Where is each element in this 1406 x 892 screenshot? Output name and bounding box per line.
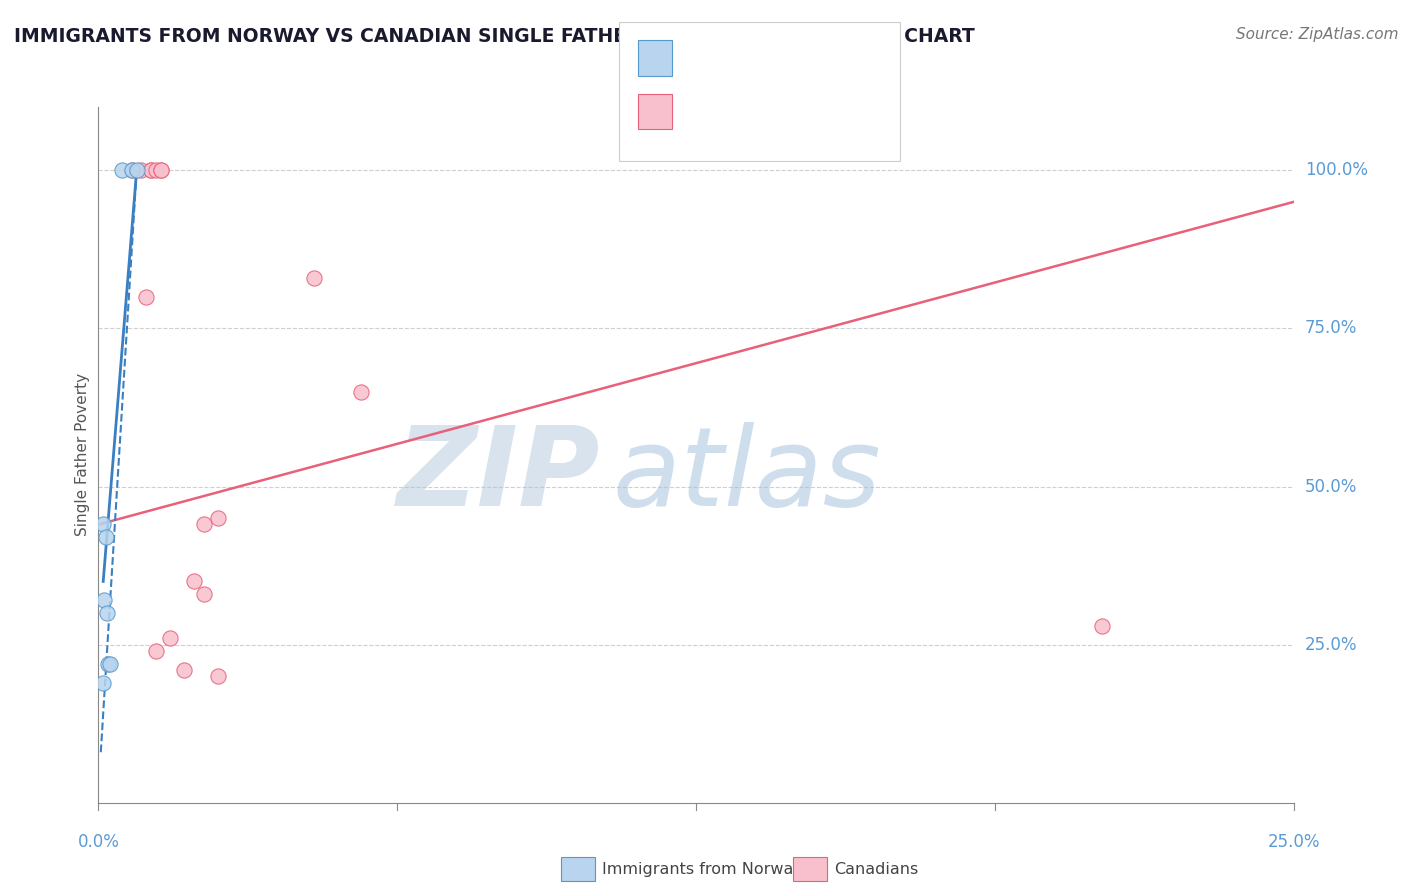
Point <box>193 587 215 601</box>
Text: 25.0%: 25.0% <box>1267 833 1320 851</box>
Text: 50.0%: 50.0% <box>1305 477 1357 496</box>
Point <box>145 163 167 178</box>
Point <box>98 657 122 671</box>
Point <box>91 675 114 690</box>
Text: 75.0%: 75.0% <box>1305 319 1357 337</box>
Text: R = 0.373   N = 10: R = 0.373 N = 10 <box>679 49 849 67</box>
Text: atlas: atlas <box>612 422 882 529</box>
Y-axis label: Single Father Poverty: Single Father Poverty <box>75 374 90 536</box>
Point <box>183 574 205 589</box>
Point <box>139 163 162 178</box>
Text: IMMIGRANTS FROM NORWAY VS CANADIAN SINGLE FATHER POVERTY CORRELATION CHART: IMMIGRANTS FROM NORWAY VS CANADIAN SINGL… <box>14 27 974 45</box>
Point <box>97 657 120 671</box>
Text: 100.0%: 100.0% <box>1305 161 1368 179</box>
Point <box>149 163 172 178</box>
Point <box>139 163 162 178</box>
Text: Source: ZipAtlas.com: Source: ZipAtlas.com <box>1236 27 1399 42</box>
Point <box>91 517 114 532</box>
Point <box>121 163 143 178</box>
Point <box>350 384 373 399</box>
Point <box>145 644 167 658</box>
Point <box>302 270 325 285</box>
Text: Immigrants from Norway: Immigrants from Norway <box>602 863 803 877</box>
Point <box>131 163 153 178</box>
Point <box>1091 618 1114 632</box>
Point <box>125 163 148 178</box>
Point <box>111 163 134 178</box>
Text: ZIP: ZIP <box>396 422 600 529</box>
Point <box>159 632 181 646</box>
Point <box>149 163 172 178</box>
Point <box>207 669 229 683</box>
Text: 0.0%: 0.0% <box>77 833 120 851</box>
Text: Canadians: Canadians <box>834 863 918 877</box>
Point <box>96 606 118 620</box>
Point <box>94 530 117 544</box>
Point <box>93 593 115 607</box>
Point <box>173 663 195 677</box>
Text: R = 0.269   N = 19: R = 0.269 N = 19 <box>679 103 849 120</box>
Text: 25.0%: 25.0% <box>1305 636 1357 654</box>
Point <box>207 511 229 525</box>
Point <box>135 290 157 304</box>
Point <box>121 163 143 178</box>
Point <box>193 517 215 532</box>
